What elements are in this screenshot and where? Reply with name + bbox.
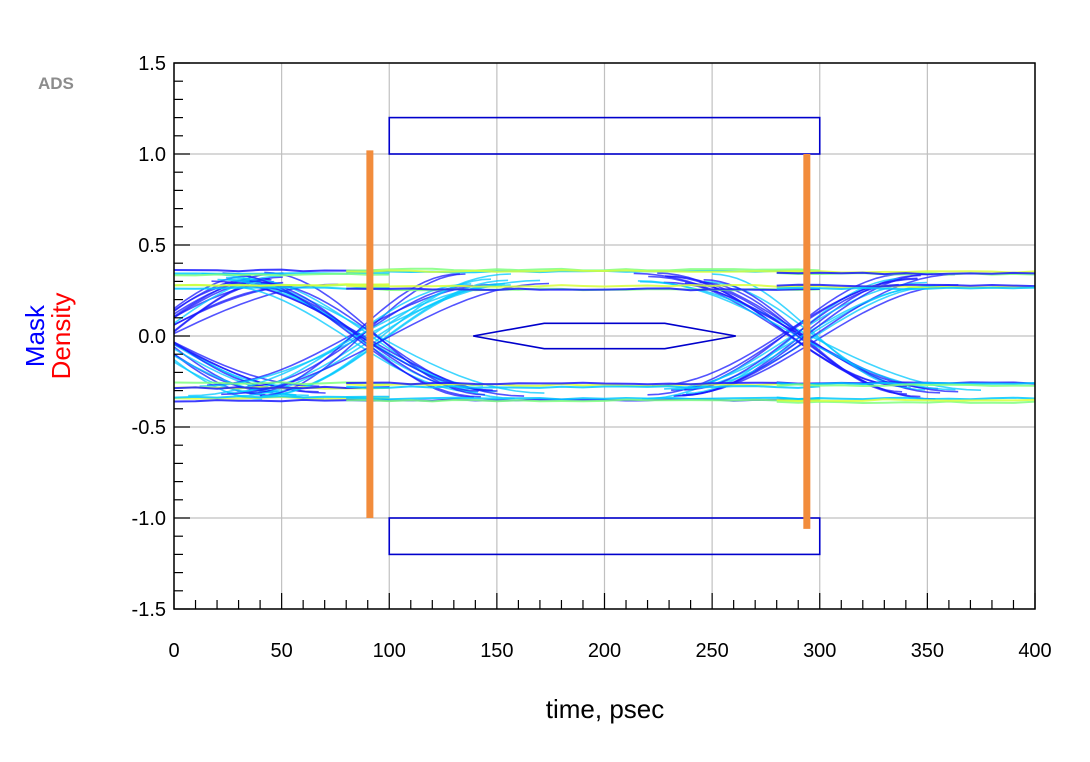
ads-badge: ADS xyxy=(38,74,74,93)
y-tick-label: -0.5 xyxy=(132,417,166,439)
eye-rail-109 xyxy=(346,269,820,273)
crossing-markers xyxy=(366,150,811,529)
eye-trace-0 xyxy=(174,278,251,313)
eye-trace-22 xyxy=(174,282,246,312)
y-axis-title: MaskDensity xyxy=(20,293,76,380)
eye-rail-120 xyxy=(776,283,1035,288)
tick-labels: 0 50 100 150 200 250 300 350 400 1.5 1.0 0.5 0.0 -0.5… xyxy=(132,53,1052,662)
mask-bottom-box xyxy=(388,517,821,556)
eye-trace-10 xyxy=(174,275,251,310)
eye-trace-79 xyxy=(1067,284,1090,397)
y-axis-title-part-1: Density xyxy=(46,293,76,380)
mask-top-box xyxy=(388,116,821,155)
eye-trace-98 xyxy=(1074,278,1090,396)
x-axis-title: time, psec xyxy=(546,694,665,724)
y-tick-label: -1.5 xyxy=(132,599,166,621)
y-tick-label: -1.0 xyxy=(132,508,166,530)
x-tick-label: 300 xyxy=(803,640,836,662)
eye-rail-138 xyxy=(776,400,1035,405)
eye-trace-43 xyxy=(249,280,474,398)
eye-trace-18 xyxy=(174,286,293,327)
eye-trace-73 xyxy=(657,272,907,388)
eye-rail-133 xyxy=(174,395,390,399)
eye-trace-20 xyxy=(174,284,309,326)
x-tick-label: 0 xyxy=(168,640,179,662)
eye-rail-139 xyxy=(776,398,1035,403)
grid-lines xyxy=(173,62,1036,610)
x-tick-label: 100 xyxy=(373,640,406,662)
y-tick-label: 1.5 xyxy=(138,53,166,75)
plot-axes xyxy=(173,62,1036,610)
eye-trace-90 xyxy=(1079,283,1090,395)
x-tick-label: 150 xyxy=(480,640,513,662)
eye-trace-5 xyxy=(174,358,263,400)
x-tick-label: 250 xyxy=(695,640,728,662)
y-tick-label: 0.5 xyxy=(138,235,166,257)
eye-trace-96 xyxy=(1072,273,1090,390)
eye-trace-80 xyxy=(1058,285,1090,391)
x-tick-label: 350 xyxy=(911,640,944,662)
x-tick-label: 50 xyxy=(271,640,293,662)
eye-trace-50 xyxy=(221,282,550,396)
eye-rail-135 xyxy=(346,396,820,401)
eye-rail-125 xyxy=(346,382,820,387)
eye-trace-24 xyxy=(174,278,272,319)
eye-trace-87 xyxy=(1068,278,1090,390)
x-tick-label: 400 xyxy=(1018,640,1051,662)
eye-rail-115 xyxy=(174,283,390,287)
eye-trace-84 xyxy=(1051,273,1090,397)
eye-rail-118 xyxy=(346,287,820,292)
eye-trace-8 xyxy=(174,280,274,333)
eye-rail-137 xyxy=(776,396,1035,401)
eye-trace-70 xyxy=(641,281,928,400)
eye-trace-1 xyxy=(174,341,320,388)
eye-rail-111 xyxy=(776,270,1035,274)
y-axis-title-part-0: Mask xyxy=(20,304,50,367)
y-tick-label: 1.0 xyxy=(138,144,166,166)
eye-rail-127 xyxy=(346,385,820,389)
mask-center-hexagon xyxy=(473,322,736,350)
eye-rail-136 xyxy=(346,398,820,403)
eye-rail-106 xyxy=(174,272,390,277)
eye-mask xyxy=(388,116,821,556)
eye-density-traces xyxy=(174,267,1090,405)
eye-trace-11 xyxy=(174,343,289,387)
eye-rail-112 xyxy=(776,271,1035,276)
eye-rail-126 xyxy=(346,381,820,386)
eye-trace-51 xyxy=(222,272,481,398)
eye-rail-130 xyxy=(776,383,1035,388)
eye-rail-117 xyxy=(346,283,820,288)
eye-trace-58 xyxy=(687,284,942,388)
y-tick-label: 0.0 xyxy=(138,326,166,348)
x-tick-label: 200 xyxy=(588,640,621,662)
y-axis-title-text: MaskDensity xyxy=(20,293,76,380)
eye-trace-23 xyxy=(174,343,326,394)
eye-rail-121 xyxy=(776,286,1035,291)
eye-trace-88 xyxy=(1082,281,1090,386)
